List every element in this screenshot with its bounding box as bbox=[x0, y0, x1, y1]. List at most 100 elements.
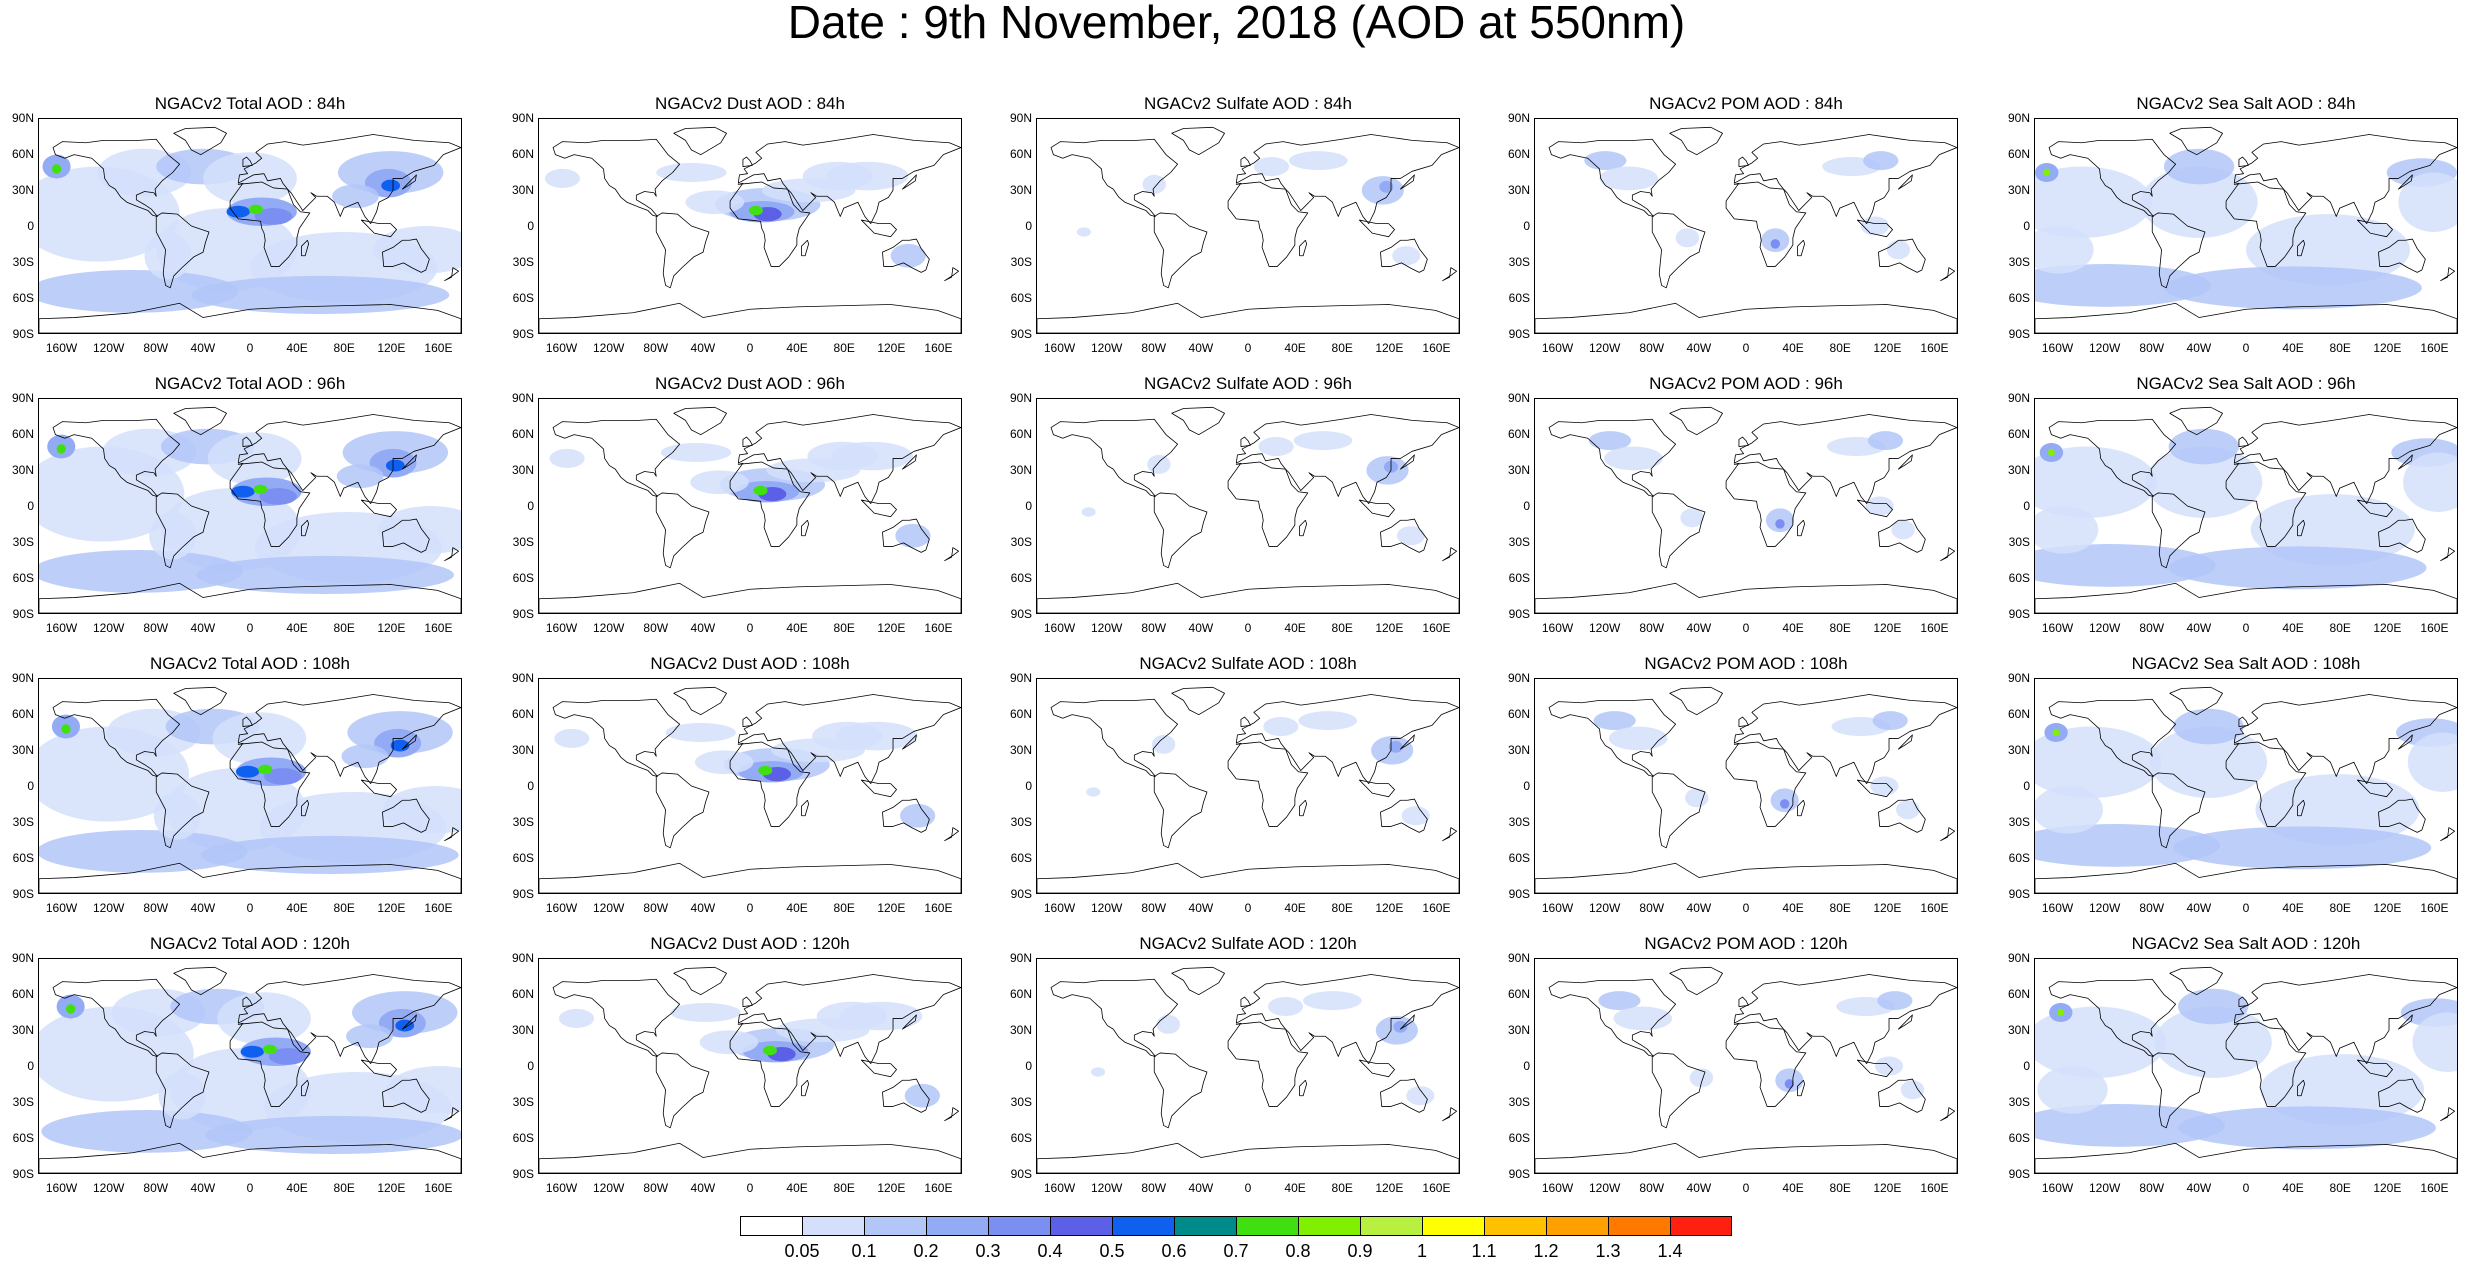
lat-tick-label: 90S bbox=[2008, 887, 2030, 901]
panel-title: NGACv2 Total AOD : 96h bbox=[154, 374, 346, 393]
aod-shading-blob bbox=[1267, 997, 1304, 1017]
aod-shading-layer bbox=[1086, 711, 1430, 826]
lon-tick-label: 80E bbox=[1331, 1181, 1353, 1195]
lon-tick-label: 160E bbox=[924, 621, 953, 635]
coastline-madagascar bbox=[1299, 519, 1308, 537]
aod-shading-blob bbox=[1081, 507, 1096, 517]
coastline-madagascar bbox=[801, 519, 810, 537]
lon-tick-label: 80E bbox=[1331, 621, 1353, 635]
coastline-madagascar bbox=[1299, 239, 1308, 257]
coastline-uk bbox=[242, 716, 253, 727]
aod-shading-blob bbox=[240, 1045, 265, 1058]
lat-tick-label: 60N bbox=[1507, 427, 1530, 441]
lon-tick-label: 80E bbox=[2329, 341, 2351, 355]
lon-tick-label: 80W bbox=[643, 1181, 669, 1195]
lon-tick-label: 160E bbox=[1920, 1181, 1949, 1195]
colorbar-swatch bbox=[1360, 1216, 1422, 1236]
coastline-samerica bbox=[2151, 1052, 2206, 1129]
aod-shading-blob bbox=[2412, 1012, 2457, 1072]
lat-tick-label: 90N bbox=[1009, 951, 1032, 965]
coastline-madagascar bbox=[1797, 1079, 1806, 1097]
lon-tick-label: 160W bbox=[545, 901, 578, 915]
coastline-indonesia bbox=[860, 779, 897, 798]
aod-field-map bbox=[39, 406, 461, 613]
aod-shading-blob bbox=[840, 1001, 923, 1031]
panel-title: NGACv2 POM AOD : 108h bbox=[1644, 654, 1848, 673]
map-frame bbox=[2034, 958, 2458, 1174]
coastline-australia bbox=[2378, 518, 2426, 553]
lat-tick-label: 60N bbox=[1507, 987, 1530, 1001]
aod-field-map bbox=[1535, 966, 1957, 1173]
coastline-australia bbox=[1878, 798, 1926, 833]
lat-tick-label: 60N bbox=[511, 147, 534, 161]
aod-shading-layer bbox=[39, 708, 461, 874]
coastline-japan bbox=[2397, 734, 2413, 750]
lon-tick-label: 0 bbox=[1742, 621, 1750, 635]
aod-field-map bbox=[39, 686, 461, 893]
lon-tick-label: 160E bbox=[1422, 901, 1451, 915]
lat-tick-label: 30N bbox=[11, 743, 34, 757]
lat-tick-label: 30N bbox=[1009, 463, 1032, 477]
aod-shading-blob bbox=[1076, 227, 1091, 237]
aod-field-map bbox=[2035, 126, 2457, 333]
aod-shading-blob bbox=[1608, 726, 1668, 751]
coastline-madagascar bbox=[2297, 239, 2306, 257]
panel-title: NGACv2 POM AOD : 84h bbox=[1649, 94, 1843, 113]
lon-tick-label: 80E bbox=[333, 341, 355, 355]
coastline-indonesia bbox=[2356, 499, 2393, 518]
lat-tick-label: 90S bbox=[1508, 1167, 1530, 1181]
aod-shading-blob bbox=[217, 992, 311, 1045]
coastline-namerica bbox=[552, 418, 681, 497]
aod-shading-blob bbox=[1775, 519, 1785, 529]
map-frame bbox=[1534, 678, 1958, 894]
lon-tick-label: 0 bbox=[746, 341, 754, 355]
lon-tick-label: 160W bbox=[45, 621, 78, 635]
coastline-uk bbox=[1240, 716, 1251, 727]
coastline-antarctica bbox=[1037, 302, 1459, 333]
map-frame bbox=[538, 398, 962, 614]
coastline-namerica bbox=[552, 698, 681, 777]
lat-tick-label: 0 bbox=[27, 779, 34, 793]
lon-tick-label: 40E bbox=[1284, 621, 1306, 635]
coastline-namerica bbox=[1548, 138, 1677, 217]
lat-tick-label: 30N bbox=[2007, 1023, 2030, 1037]
lon-tick-label: 40W bbox=[1188, 621, 1214, 635]
lat-tick-label: 90S bbox=[1010, 327, 1032, 341]
map-frame bbox=[38, 398, 462, 614]
aod-shading-blob bbox=[1406, 1086, 1435, 1106]
aod-field-map bbox=[1037, 966, 1459, 1173]
coastline-namerica bbox=[52, 698, 181, 777]
lat-tick-label: 60S bbox=[512, 571, 534, 585]
lon-tick-label: 0 bbox=[246, 621, 254, 635]
lon-tick-label: 80W bbox=[1639, 901, 1665, 915]
lon-tick-label: 160W bbox=[1541, 621, 1574, 635]
colorbar-label: 0.05 bbox=[784, 1241, 820, 1261]
aod-shading-blob bbox=[253, 484, 268, 495]
coastline-eurasia bbox=[737, 694, 961, 785]
lon-tick-label: 80W bbox=[1639, 621, 1665, 635]
lat-tick-label: 30N bbox=[2007, 463, 2030, 477]
aod-shading-blob bbox=[2035, 786, 2103, 834]
aod-shading-blob bbox=[656, 162, 727, 183]
aod-shading-blob bbox=[39, 829, 248, 873]
aod-shading-blob bbox=[2035, 226, 2094, 274]
coastline-indonesia bbox=[860, 1059, 897, 1078]
lon-tick-label: 40E bbox=[786, 1181, 808, 1195]
aod-shading-blob bbox=[1770, 239, 1780, 249]
aod-shading-blob bbox=[1685, 788, 1709, 808]
coastline-indonesia bbox=[860, 499, 897, 518]
aod-shading-blob bbox=[2043, 168, 2051, 177]
aod-shading-blob bbox=[665, 722, 736, 743]
lon-tick-label: 80E bbox=[2329, 1181, 2351, 1195]
lon-tick-label: 0 bbox=[2242, 901, 2250, 915]
coastline-africa bbox=[1725, 461, 1807, 547]
lon-tick-label: 120E bbox=[2373, 1181, 2402, 1195]
coastline-samerica bbox=[1651, 212, 1706, 289]
aod-shading-blob bbox=[377, 506, 461, 554]
panel-title: NGACv2 POM AOD : 96h bbox=[1649, 374, 1843, 393]
colorbar-label: 0.5 bbox=[1099, 1241, 1125, 1261]
coastline-madagascar bbox=[1797, 519, 1806, 537]
aod-shading-blob bbox=[1680, 508, 1704, 528]
aod-shading-blob bbox=[191, 275, 450, 314]
